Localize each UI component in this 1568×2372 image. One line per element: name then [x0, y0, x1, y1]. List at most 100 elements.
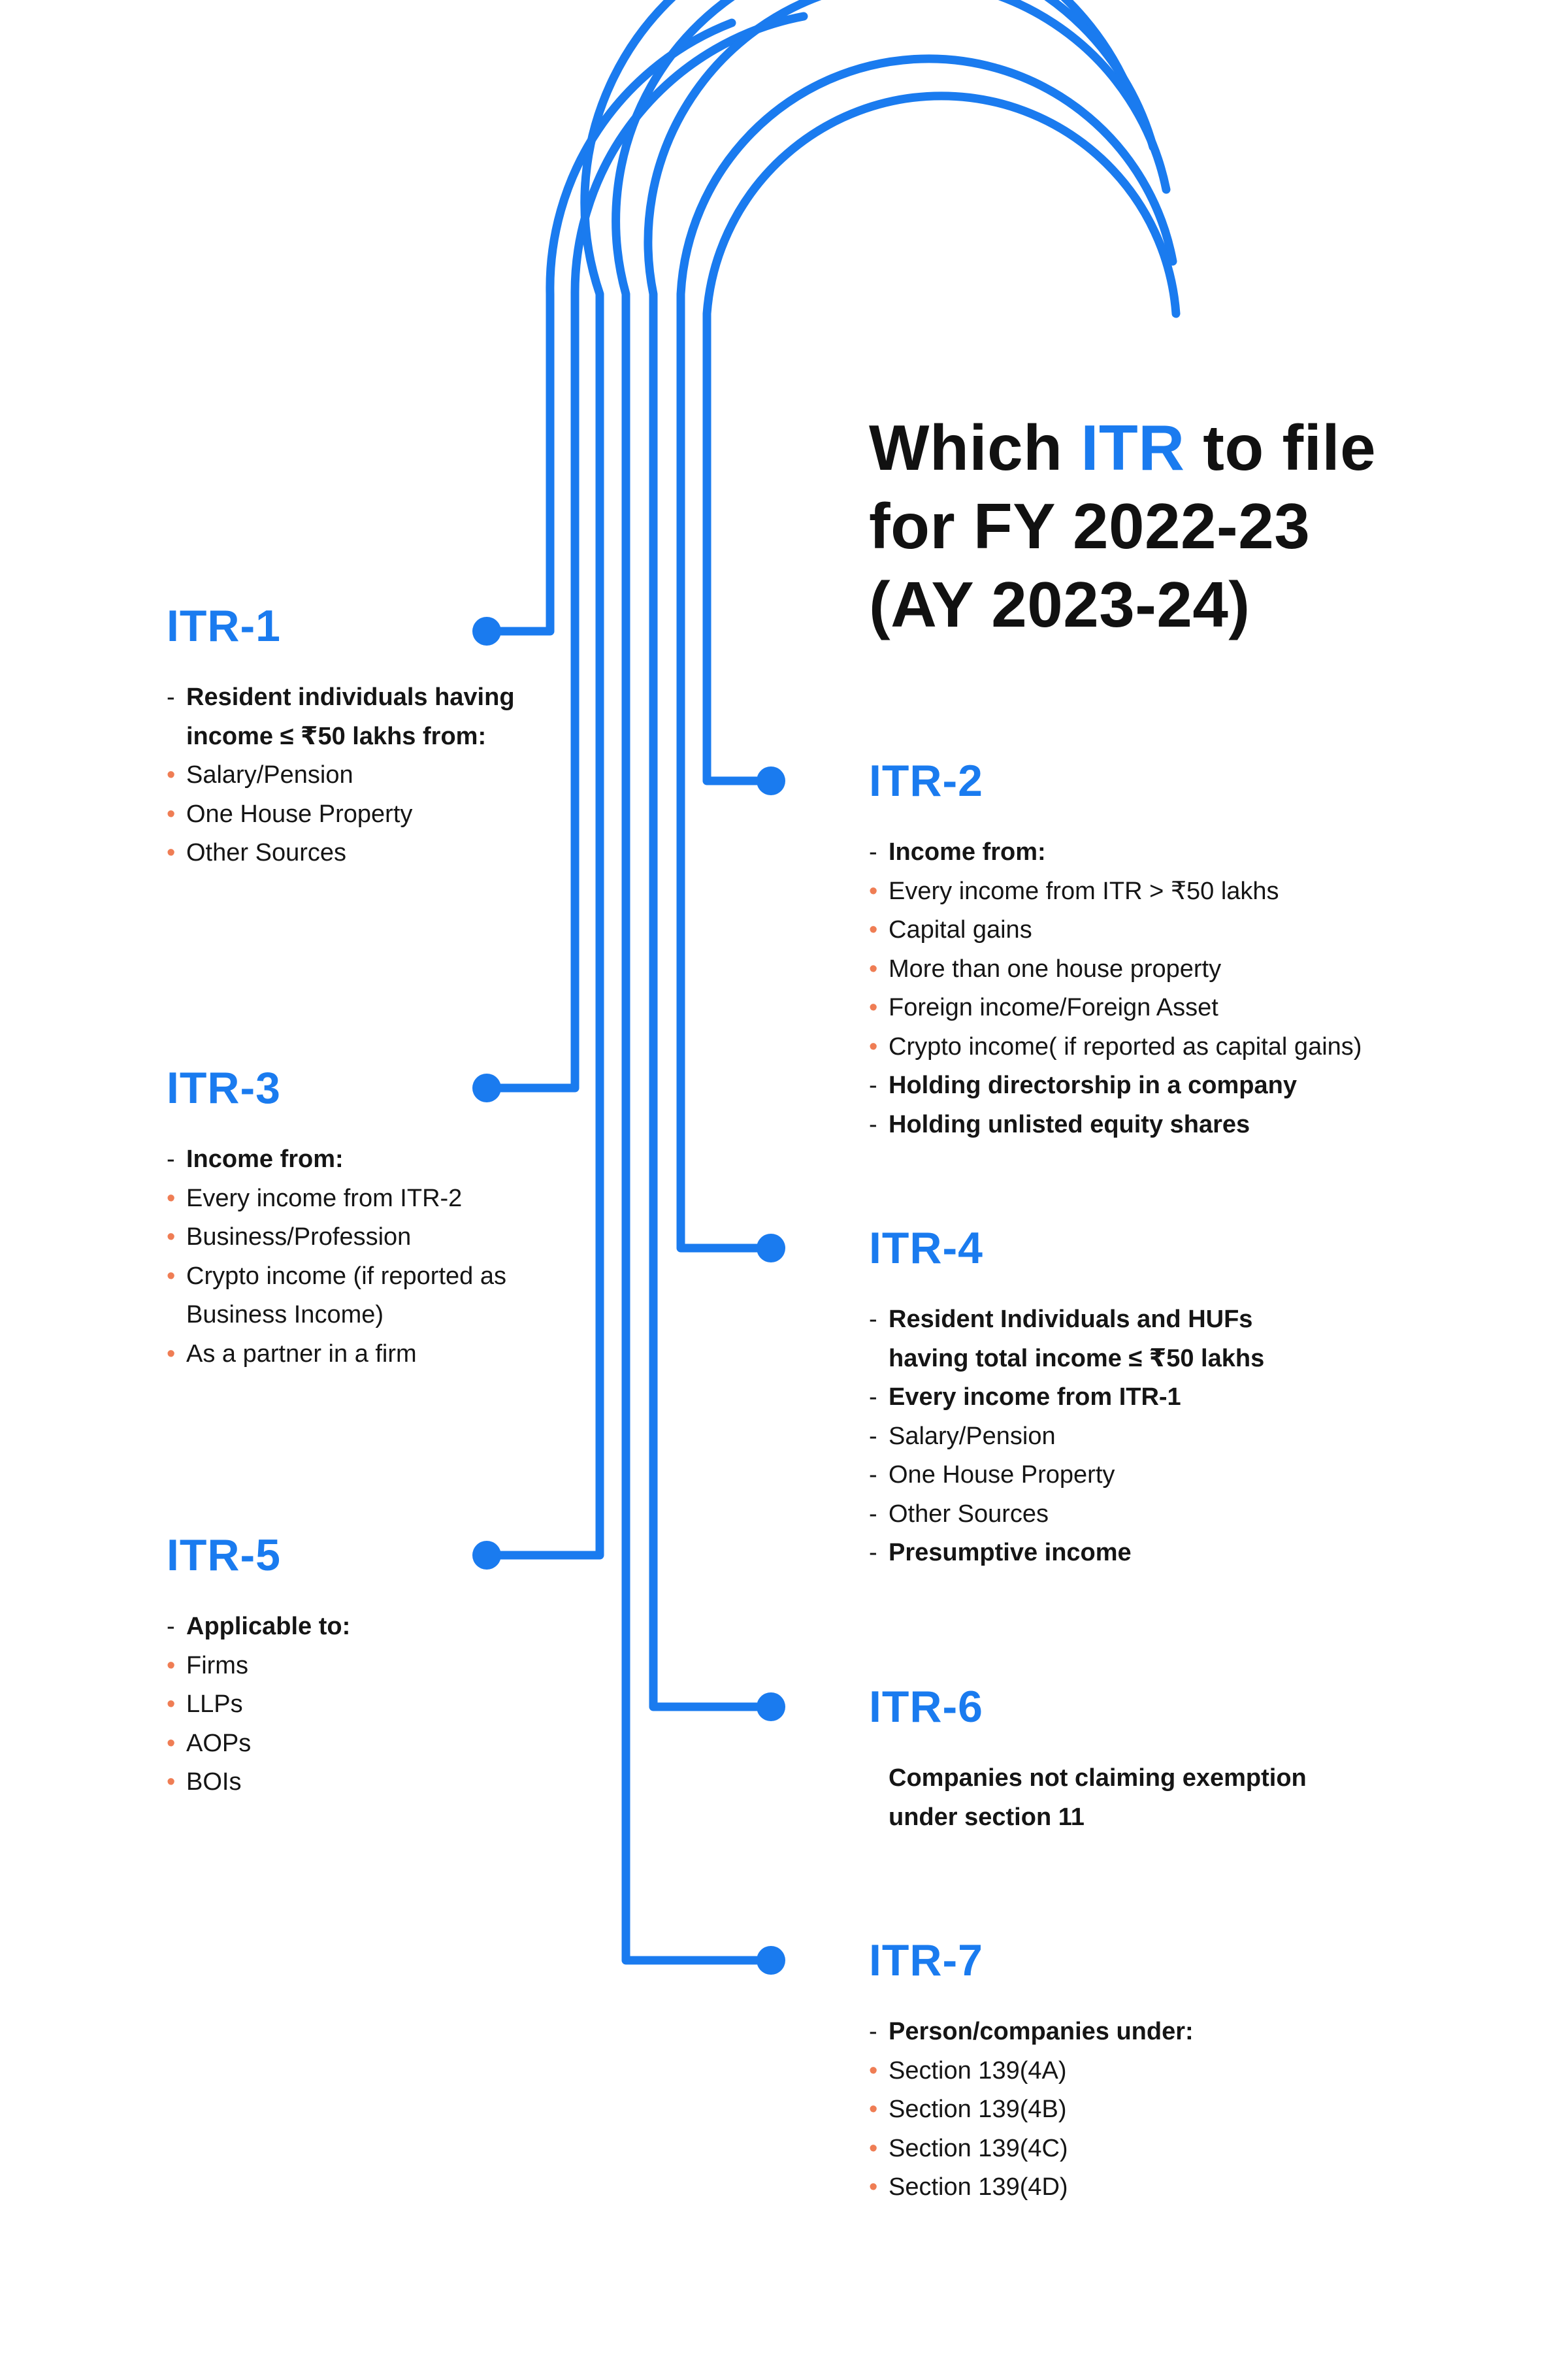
itr-4-item: - Presumptive income	[869, 1534, 1339, 1573]
bullet-dot-icon: •	[869, 1032, 878, 1061]
itr-7-item: • Section 139(4C)	[869, 2130, 1339, 2169]
connector-itr-5	[487, 0, 1141, 1560]
node-itr-4	[757, 1234, 785, 1262]
itr-6-item: Companies not claiming exemption under s…	[869, 1759, 1339, 1837]
itr-1-item-text: One House Property	[186, 800, 413, 828]
itr-4-item: - Salary/Pension	[869, 1417, 1339, 1457]
itr-3-item: • As a partner in a firm	[167, 1335, 559, 1374]
connector-itr-7	[612, 0, 1158, 1965]
bullet-dot-icon: •	[869, 877, 878, 905]
itr-3-list: - Income from: • Every income from ITR-2 • Bu…	[167, 1140, 559, 1374]
itr-5-item: • AOPs	[167, 1724, 546, 1764]
dash-marker-icon: -	[869, 1072, 877, 1099]
dash-marker-icon: -	[869, 1461, 877, 1489]
title-line-1: Which ITR to file	[869, 412, 1377, 484]
itr-6-list: Companies not claiming exemption under s…	[869, 1759, 1339, 1837]
itr-7-item: • Section 139(4D)	[869, 2168, 1339, 2207]
itr-1-item: - Resident individuals having income ≤ ₹5…	[167, 678, 546, 756]
node-itr-1	[472, 617, 501, 646]
bullet-dot-icon: •	[167, 1690, 176, 1718]
itr-7-list: - Person/companies under: • Section 139(4A)…	[869, 2013, 1339, 2207]
itr-5-block: ITR-5 - Applicable to: • Firms • LLPs • AOPs • BO…	[167, 1529, 546, 1802]
connector-itr-3	[487, 12, 808, 1093]
itr-1-item: • Other Sources	[167, 834, 546, 873]
itr-1-item-text: Salary/Pension	[186, 761, 353, 789]
bullet-dot-icon: •	[869, 994, 878, 1021]
itr-4-item-text: Resident Individuals and HUFs having tot…	[889, 1306, 1265, 1372]
itr-1-item: • One House Property	[167, 795, 546, 834]
itr-4-item: - Other Sources	[869, 1495, 1339, 1534]
itr-4-item: - Every income from ITR-1	[869, 1378, 1339, 1417]
itr-7-item: - Person/companies under:	[869, 2013, 1339, 2052]
itr-2-item: - Holding directorship in a company	[869, 1066, 1522, 1106]
itr-5-item-text: LLPs	[186, 1690, 243, 1718]
title-highlight: ITR	[1081, 412, 1185, 484]
itr-6-heading: ITR-6	[869, 1682, 983, 1732]
itr-2-item-text: Holding directorship in a company	[889, 1072, 1297, 1099]
itr-2-item: • More than one house property	[869, 950, 1522, 989]
itr-3-item-text: Business/Profession	[186, 1223, 412, 1251]
itr-7-item: • Section 139(4A)	[869, 2052, 1339, 2091]
bullet-dot-icon: •	[167, 1262, 176, 1290]
dash-marker-icon: -	[869, 1422, 877, 1450]
bullet-dot-icon: •	[869, 2056, 878, 2084]
itr-3-item: • Business/Profession	[167, 1218, 559, 1257]
dash-marker-icon: -	[869, 1383, 877, 1411]
itr-3-item: • Crypto income (if reported as Business …	[167, 1257, 559, 1335]
bullet-dot-icon: •	[869, 916, 878, 944]
itr-2-item-text: Holding unlisted equity shares	[889, 1110, 1250, 1138]
itr-2-item-text: Capital gains	[889, 916, 1032, 944]
itr-7-item-text: Section 139(4C)	[889, 2134, 1068, 2162]
itr-2-block: ITR-2 - Income from: • Every income from IT…	[869, 755, 1522, 1144]
dash-marker-icon: -	[869, 1306, 877, 1333]
itr-2-item-text: Crypto income( if reported as capital ga…	[889, 1032, 1362, 1061]
itr-5-item-text: AOPs	[186, 1729, 252, 1757]
itr-3-item-text: Every income from ITR-2	[186, 1184, 463, 1212]
itr-7-item: • Section 139(4B)	[869, 2090, 1339, 2130]
node-itr-2	[757, 766, 785, 795]
itr-2-item: - Holding unlisted equity shares	[869, 1106, 1522, 1145]
node-itr-6	[757, 1692, 785, 1721]
bullet-dot-icon: •	[869, 2096, 878, 2123]
itr-1-block: ITR-1 - Resident individuals having incom…	[167, 600, 546, 873]
itr-7-item-text: Section 139(4B)	[889, 2096, 1067, 2123]
itr-2-item-text: More than one house property	[889, 955, 1222, 983]
bullet-dot-icon: •	[167, 1651, 176, 1679]
itr-7-item-text: Section 139(4D)	[889, 2173, 1068, 2201]
itr-1-list: - Resident individuals having income ≤ ₹5…	[167, 678, 546, 873]
dash-marker-icon: -	[167, 1613, 175, 1640]
title-line-3: (AY 2023-24)	[869, 568, 1250, 640]
itr-2-item: - Income from:	[869, 833, 1522, 872]
bullet-dot-icon: •	[869, 2173, 878, 2201]
itr-2-item: • Crypto income( if reported as capital g…	[869, 1028, 1522, 1067]
itr-2-item: • Foreign income/Foreign Asset	[869, 989, 1522, 1028]
itr-5-item-text: BOIs	[186, 1768, 242, 1796]
itr-3-item-text: Crypto income (if reported as Business I…	[186, 1262, 506, 1329]
node-itr-5	[472, 1541, 501, 1570]
itr-5-item: • Firms	[167, 1647, 546, 1686]
dash-marker-icon: -	[869, 1500, 877, 1528]
itr-5-item: • LLPs	[167, 1685, 546, 1724]
page-title: Which ITR to file for FY 2022-23 (AY 202…	[869, 408, 1522, 644]
bullet-dot-icon: •	[167, 1340, 176, 1368]
itr-5-item-text: Firms	[186, 1651, 248, 1679]
itr-3-item-text: As a partner in a firm	[186, 1340, 417, 1368]
itr-1-heading: ITR-1	[167, 601, 281, 651]
bullet-dot-icon: •	[167, 761, 176, 789]
itr-2-list: - Income from: • Every income from ITR > ₹5…	[869, 833, 1522, 1144]
itr-4-list: - Resident Individuals and HUFs having to…	[869, 1300, 1339, 1573]
dash-marker-icon: -	[167, 684, 175, 711]
itr-4-item: - One House Property	[869, 1456, 1339, 1495]
itr-1-item-text: Resident individuals having income ≤ ₹50…	[186, 684, 515, 750]
itr-3-item: • Every income from ITR-2	[167, 1179, 559, 1219]
dash-marker-icon: -	[869, 838, 877, 866]
connector-itr-1	[487, 18, 736, 636]
itr-4-block: ITR-4 - Resident Individuals and HUFs hav…	[869, 1222, 1339, 1573]
bullet-dot-icon: •	[167, 1729, 176, 1757]
itr-4-item-text: Salary/Pension	[889, 1422, 1056, 1450]
itr-5-item-text: Applicable to:	[186, 1613, 351, 1640]
itr-2-item: • Every income from ITR > ₹50 lakhs	[869, 872, 1522, 912]
itr-5-list: - Applicable to: • Firms • LLPs • AOPs • BOIs	[167, 1607, 546, 1802]
bullet-dot-icon: •	[167, 839, 176, 866]
